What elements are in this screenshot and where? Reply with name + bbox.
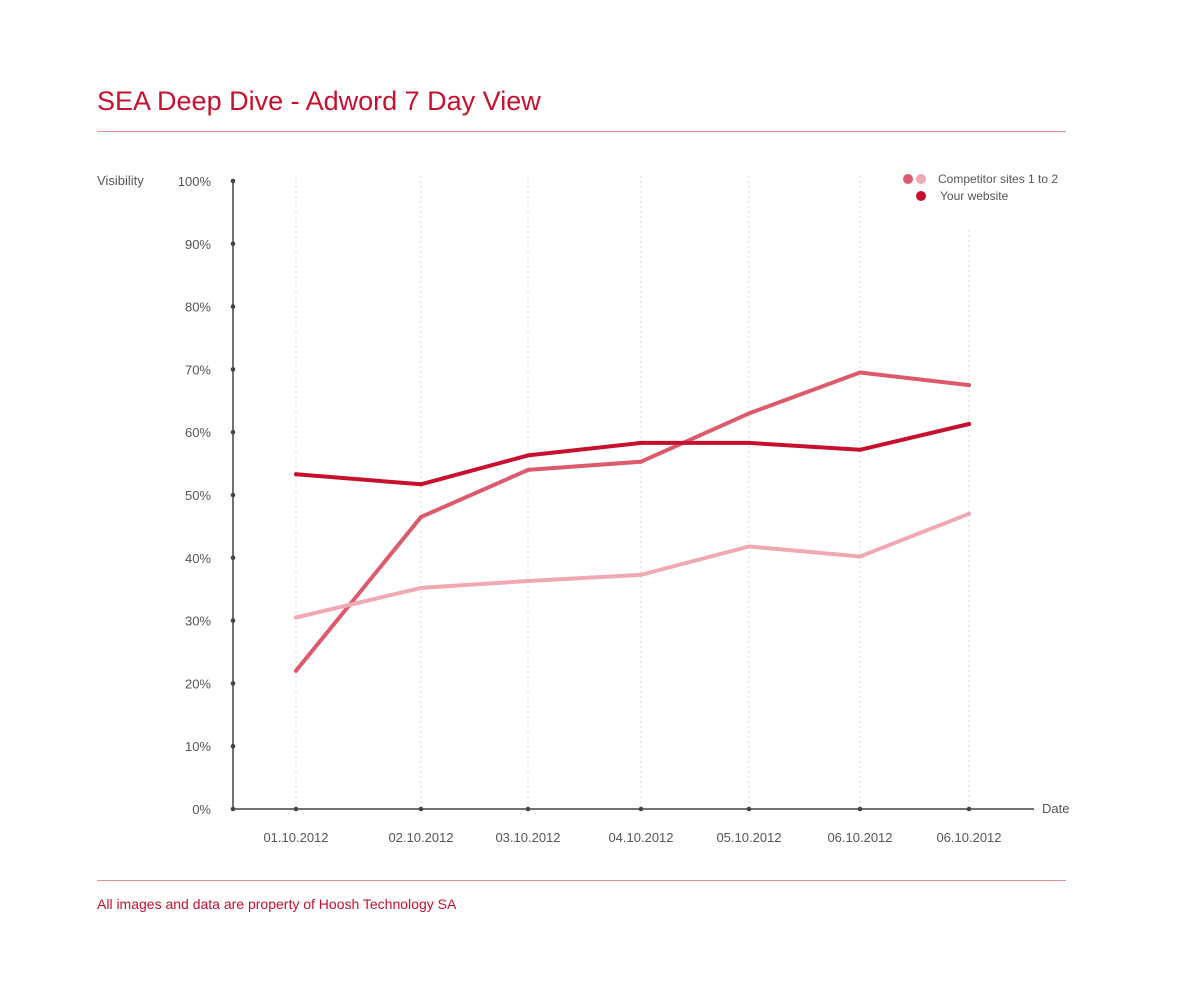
data-point-competitor_1: [639, 459, 643, 464]
y-tick-label: 100%: [178, 174, 212, 189]
legend-label: Competitor sites 1 to 2: [938, 172, 1058, 186]
y-tick-label: 30%: [185, 614, 211, 629]
x-tick-dot: [746, 806, 752, 812]
data-point-competitor_1: [967, 383, 971, 388]
x-tick-dot: [857, 806, 863, 812]
axis-labels: 0% 10% 20% 30% 40% 50% 60% 70% 80% 90% 100% 01.10.2…: [97, 173, 1069, 845]
y-tick-dot: [230, 178, 236, 184]
x-tick-dot: [638, 806, 644, 812]
x-tick-label: 02.10.2012: [388, 830, 453, 845]
y-tick-dot: [230, 618, 236, 623]
axes: [230, 178, 1034, 812]
legend-swatch: [903, 174, 913, 184]
y-tick-dot: [230, 429, 236, 435]
y-tick-label: 80%: [185, 300, 211, 315]
data-point-your_website: [526, 453, 530, 458]
y-tick-label: 70%: [185, 362, 211, 377]
y-tick-dot: [230, 806, 236, 812]
x-tick-dot: [293, 806, 299, 812]
data-point-your_website: [967, 422, 971, 426]
data-point-your_website: [858, 447, 862, 452]
data-point-competitor_2: [967, 511, 971, 516]
data-point-competitor_2: [526, 579, 530, 583]
y-tick-dot: [230, 367, 236, 372]
data-point-your_website: [294, 472, 298, 477]
x-tick-label: 06.10.2012: [827, 830, 892, 845]
data-point-your_website: [747, 440, 751, 445]
series-line-competitor_2: [294, 511, 971, 620]
series-line-competitor_1: [294, 370, 971, 673]
data-point-competitor_2: [747, 544, 751, 549]
y-tick-label: 50%: [185, 488, 211, 503]
page-title: SEA Deep Dive - Adword 7 Day View: [97, 86, 541, 116]
grid-lines: [295, 176, 970, 809]
x-tick-dot: [966, 806, 972, 812]
legend-label: Your website: [940, 189, 1009, 203]
data-point-competitor_1: [747, 411, 751, 416]
legend-swatch: [916, 174, 926, 184]
title-divider: [97, 131, 1066, 132]
y-tick-dot: [230, 241, 236, 247]
x-tick-dot: [525, 806, 531, 812]
series-lines: [294, 370, 971, 673]
y-tick-dot: [230, 555, 236, 561]
y-tick-dot: [230, 743, 236, 749]
footer-divider: [97, 880, 1066, 881]
y-tick-dot: [230, 304, 236, 309]
x-tick-dot: [418, 806, 424, 812]
x-tick-label: 05.10.2012: [716, 830, 781, 845]
data-point-your_website: [419, 482, 423, 487]
y-tick-dot: [230, 681, 236, 686]
y-tick-dot: [230, 492, 236, 498]
x-tick-label: 04.10.2012: [608, 830, 673, 845]
data-point-competitor_2: [639, 572, 643, 577]
legend: Competitor sites 1 to 2 Your website: [903, 172, 1058, 203]
x-axis-title: Date: [1042, 801, 1069, 816]
data-point-your_website: [639, 440, 643, 445]
y-tick-label: 0%: [192, 802, 211, 817]
y-tick-label: 40%: [185, 551, 211, 566]
series-line-your_website: [294, 422, 971, 487]
data-point-competitor_2: [294, 615, 298, 620]
x-tick-label: 03.10.2012: [495, 830, 560, 845]
y-tick-label: 60%: [185, 425, 211, 440]
data-point-competitor_2: [419, 585, 423, 590]
x-tick-label: 01.10.2012: [263, 830, 328, 845]
x-tick-label: 06.10.2012: [936, 830, 1001, 845]
y-tick-label: 10%: [185, 739, 211, 754]
legend-swatch: [916, 191, 926, 201]
data-point-competitor_1: [526, 467, 530, 472]
copyright-notice: All images and data are property of Hoos…: [97, 896, 457, 912]
data-point-competitor_1: [294, 668, 298, 673]
y-tick-label: 20%: [185, 676, 211, 691]
y-tick-label: 90%: [185, 237, 211, 252]
data-point-competitor_1: [858, 370, 862, 375]
data-point-competitor_1: [419, 515, 423, 519]
data-point-competitor_2: [858, 554, 862, 559]
y-axis-title: Visibility: [97, 173, 144, 188]
